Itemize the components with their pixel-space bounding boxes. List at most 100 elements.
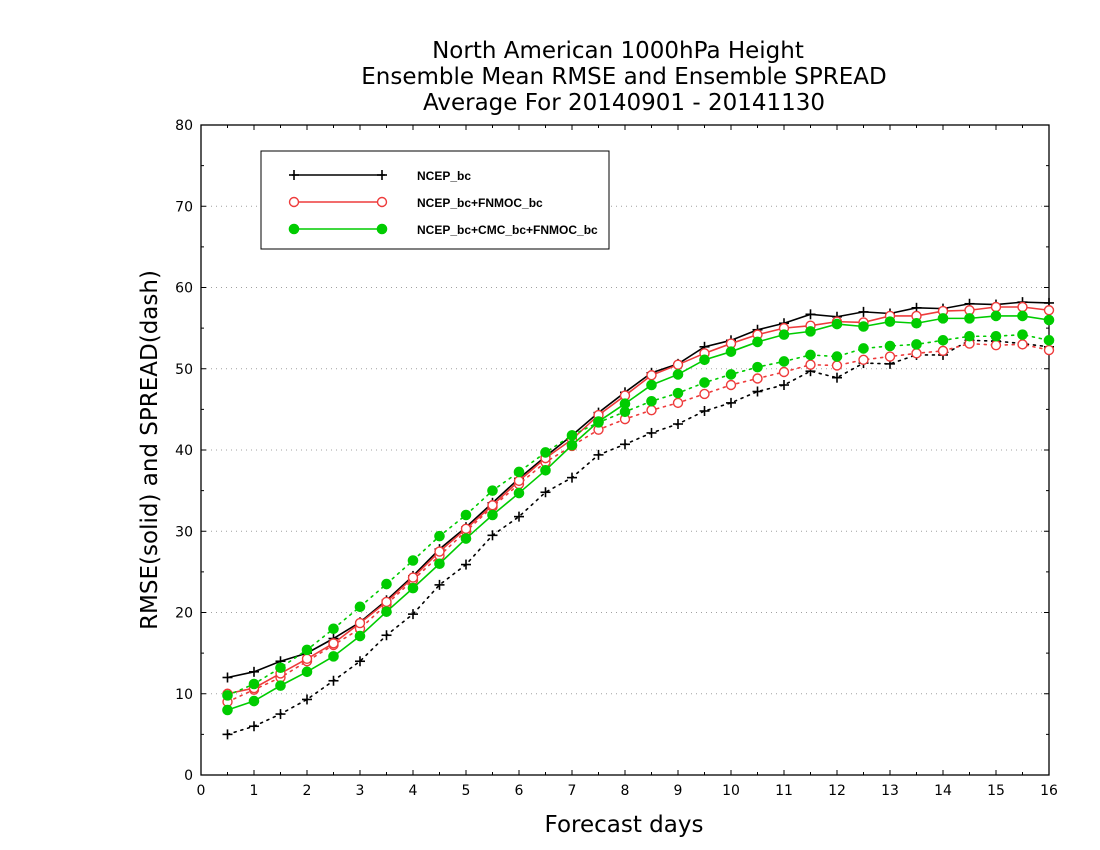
ncep-bc-fnmoc-bc-rmse-point-4 — [328, 638, 339, 649]
ncep-bc-cmc-bc-fnmoc-bc-spread-point-26 — [911, 339, 922, 350]
ncep-bc-cmc-bc-fnmoc-bc-rmse-point-27 — [937, 313, 949, 324]
ncep-bc-cmc-bc-fnmoc-bc-spread-point-3 — [301, 644, 313, 656]
ncep-bc-cmc-bc-fnmoc-bc-spread-point-9 — [460, 509, 472, 521]
ncep-bc-cmc-bc-fnmoc-bc-spread-point-19 — [725, 369, 737, 380]
grid-lines — [201, 205, 1049, 695]
ncep-bc-rmse-point-1 — [249, 666, 259, 677]
ncep-bc-cmc-bc-fnmoc-bc-rmse-point-29 — [990, 310, 1002, 322]
title-line-1: North American 1000hPa Height — [432, 38, 804, 64]
ncep-bc-cmc-bc-fnmoc-bc-rmse-point-20 — [752, 336, 763, 348]
y-tick-label-3: 30 — [175, 524, 193, 540]
ncep-bc-fnmoc-bc-spread-line — [226, 342, 1050, 703]
ncep-bc-cmc-bc-fnmoc-bc-spread-point-17 — [672, 387, 684, 399]
x-tick-label-8: 8 — [621, 783, 630, 799]
x-tick-label-16: 16 — [1040, 783, 1058, 799]
ncep-bc-cmc-bc-fnmoc-bc-spread-point-21 — [778, 356, 790, 367]
ncep-bc-fnmoc-bc-rmse-point-16 — [646, 370, 657, 381]
ncep-bc-spread-point-5 — [355, 656, 365, 667]
ncep-bc-cmc-bc-fnmoc-bc-rmse-point-24 — [858, 321, 869, 332]
ncep-bc-cmc-bc-fnmoc-bc-rmse-point-25 — [884, 316, 896, 327]
title-line-2: Ensemble Mean RMSE and Ensemble SPREAD — [361, 64, 886, 90]
legend-marker-left-ncep-bc — [289, 170, 299, 180]
ncep-bc-fnmoc-bc-spread-point-24 — [858, 354, 869, 366]
ncep-bc-cmc-bc-fnmoc-bc-rmse-point-22 — [805, 326, 816, 337]
ncep-bc-spread-point-14 — [593, 449, 604, 460]
x-tick-label-2: 2 — [303, 783, 312, 799]
ncep-bc-fnmoc-bc-spread-point-29 — [990, 339, 1002, 351]
ncep-bc-cmc-bc-fnmoc-bc-rmse-line — [227, 315, 1050, 711]
ncep-bc-cmc-bc-fnmoc-bc-spread-point-13 — [566, 430, 578, 441]
ncep-bc-cmc-bc-fnmoc-bc-spread-point-31 — [1043, 335, 1055, 346]
ncep-bc-cmc-bc-fnmoc-bc-spread-point-11 — [513, 466, 525, 478]
ncep-bc-fnmoc-bc-spread-point-16 — [646, 404, 657, 416]
ncep-bc-rmse-point-0 — [222, 672, 233, 683]
ncep-bc-fnmoc-bc-rmse-line — [227, 306, 1050, 695]
ncep-bc-cmc-bc-fnmoc-bc-rmse-point-21 — [778, 329, 790, 340]
ncep-bc-cmc-bc-fnmoc-bc-spread-point-28 — [964, 330, 975, 342]
legend: NCEP_bc NCEP_bc+FNMOC_bc NCEP_bc+CMC_bc+FN… — [260, 150, 610, 250]
legend-marker-right-ncep-bc-fnmoc-bc — [376, 196, 388, 208]
y-tick-label-1: 10 — [175, 687, 193, 703]
legend-marker-right-ncep-bc-cmc-bc-fnmoc-bc — [376, 223, 388, 235]
series-layer — [222, 297, 1055, 740]
ncep-bc-cmc-bc-fnmoc-bc-rmse-point-31 — [1043, 314, 1055, 326]
x-tick-label-6: 6 — [515, 783, 524, 799]
ncep-bc-cmc-bc-fnmoc-bc-spread-point-12 — [540, 447, 551, 458]
ncep-bc-spread-point-17 — [673, 419, 683, 429]
ncep-bc-fnmoc-bc-rmse-point-30 — [1017, 301, 1028, 313]
y-tick-label-7: 70 — [175, 199, 193, 215]
legend-label-ncep-bc: NCEP_bc — [417, 169, 471, 183]
ncep-bc-fnmoc-bc-rmse-point-31 — [1043, 305, 1055, 316]
ncep-bc-cmc-bc-fnmoc-bc-spread-point-4 — [328, 623, 339, 635]
x-tick-label-14: 14 — [934, 783, 952, 799]
ncep-bc-fnmoc-bc-spread-point-21 — [778, 366, 790, 378]
ncep-bc-cmc-bc-fnmoc-bc-rmse-point-13 — [566, 439, 578, 451]
ncep-bc-spread-point-11 — [514, 511, 524, 522]
ncep-bc-cmc-bc-fnmoc-bc-rmse-point-9 — [460, 533, 472, 544]
ncep-bc-fnmoc-bc-rmse-point-11 — [513, 475, 525, 487]
ncep-bc-cmc-bc-fnmoc-bc-spread-point-7 — [407, 555, 419, 566]
x-tick-label-10: 10 — [722, 783, 740, 799]
x-axis-title: Forecast days — [545, 812, 704, 838]
ncep-bc-cmc-bc-fnmoc-bc-spread-point-8 — [434, 530, 445, 542]
ncep-bc-rmse-line — [227, 301, 1050, 679]
ncep-bc-spread-point-6 — [381, 630, 392, 641]
legend-marker-left-ncep-bc-cmc-bc-fnmoc-bc — [288, 223, 300, 235]
ncep-bc-cmc-bc-fnmoc-bc-spread-point-20 — [752, 361, 763, 373]
ncep-bc-fnmoc-bc-spread-point-27 — [937, 345, 949, 357]
y-tick-label-2: 20 — [175, 606, 193, 622]
x-tick-label-7: 7 — [568, 783, 577, 799]
x-tick-label-0: 0 — [197, 783, 206, 799]
ncep-bc-cmc-bc-fnmoc-bc-rmse-point-3 — [301, 666, 313, 678]
ncep-bc-spread-point-1 — [249, 721, 259, 732]
ncep-bc-spread-point-15 — [620, 439, 630, 450]
ncep-bc-cmc-bc-fnmoc-bc-spread-point-18 — [699, 377, 710, 388]
ncep-bc-cmc-bc-fnmoc-bc-spread-point-23 — [831, 351, 843, 362]
ncep-bc-spread-point-23 — [832, 372, 842, 383]
ncep-bc-fnmoc-bc-spread-point-22 — [805, 359, 816, 370]
ncep-bc-cmc-bc-fnmoc-bc-rmse-point-8 — [434, 558, 445, 570]
ncep-bc-cmc-bc-fnmoc-bc-spread-point-27 — [937, 335, 949, 346]
x-tick-label-9: 9 — [674, 783, 683, 799]
ncep-bc-cmc-bc-fnmoc-bc-rmse-point-14 — [593, 416, 604, 427]
ncep-bc-spread-point-0 — [222, 729, 233, 740]
ncep-bc-fnmoc-bc-rmse-point-3 — [301, 653, 313, 665]
ncep-bc-fnmoc-bc-spread-point-17 — [672, 397, 684, 409]
x-tick-label-3: 3 — [356, 783, 365, 799]
y-tick-label-5: 50 — [175, 362, 193, 378]
ncep-bc-spread-point-9 — [461, 559, 471, 570]
ncep-bc-spread-point-7 — [408, 609, 418, 620]
ncep-bc-fnmoc-bc-rmse-point-17 — [672, 359, 684, 370]
series-ncep-bc-fnmoc-bc — [222, 301, 1055, 708]
ncep-bc-cmc-bc-fnmoc-bc-spread-point-16 — [646, 395, 657, 407]
ncep-bc-spread-point-10 — [487, 530, 498, 541]
ncep-bc-cmc-bc-fnmoc-bc-spread-point-30 — [1017, 329, 1028, 340]
ncep-bc-spread-line — [226, 339, 1050, 736]
ncep-bc-cmc-bc-fnmoc-bc-spread-point-25 — [884, 340, 896, 352]
x-tick-label-1: 1 — [250, 783, 259, 799]
x-tick-label-4: 4 — [409, 783, 418, 799]
x-tick-label-5: 5 — [462, 783, 471, 799]
axes: 0 1 2 3 4 5 6 7 8 9 10 11 12 13 14 15 160102030405060708… — [175, 118, 1058, 799]
ncep-bc-spread-point-2 — [275, 709, 286, 720]
